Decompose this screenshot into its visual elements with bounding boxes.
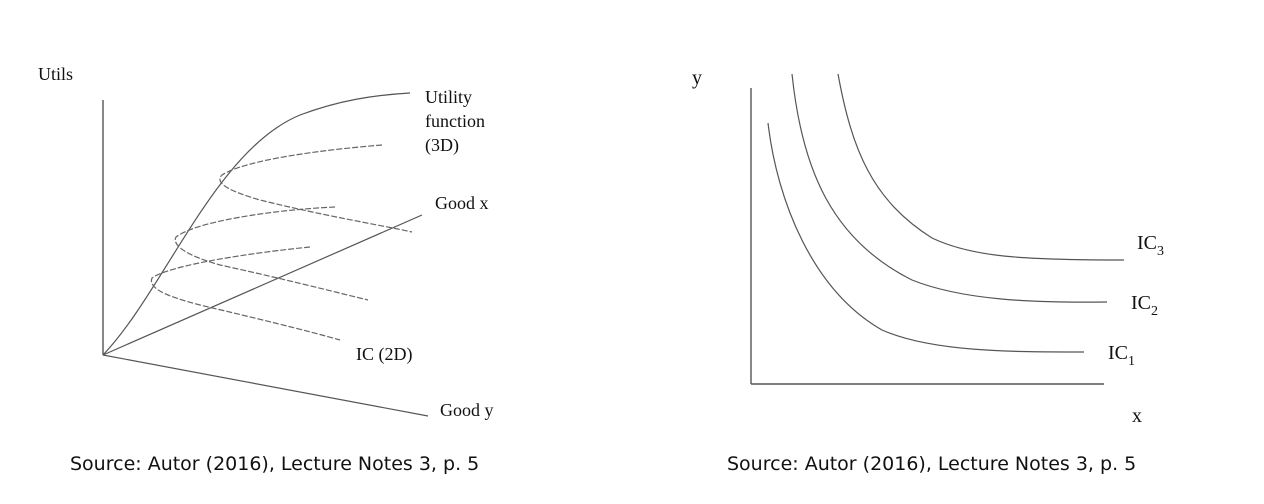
ic2-curve (791, 73, 1108, 303)
indifference-curves-svg: y x IC3 IC2 IC1 (692, 67, 1164, 427)
utility-function-label-line2: function (425, 111, 485, 131)
utility-function-label-line3: (3D) (425, 135, 459, 156)
ic1-label: IC1 (1108, 342, 1135, 369)
utility-3d-svg: Utils Utility function (3D) Good x IC (2… (38, 64, 494, 420)
y-axis-label: y (692, 67, 702, 89)
ic-slice-bottom (150, 246, 341, 341)
utility-function-label-line1: Utility (425, 87, 472, 107)
ic3-curve (837, 73, 1125, 261)
good-y-label: Good y (440, 400, 494, 420)
utility-function-curve (102, 92, 411, 356)
ic-slice-top (219, 144, 413, 233)
ic-slice-middle (174, 206, 369, 301)
x-axis-label: x (1132, 405, 1142, 427)
ic1-curve (767, 122, 1085, 353)
good-x-axis (102, 214, 423, 356)
right-source-caption: Source: Autor (2016), Lecture Notes 3, p… (727, 453, 1137, 475)
ic-2d-label: IC (2D) (356, 344, 413, 365)
ic2-label: IC2 (1131, 292, 1158, 319)
utils-axis-label: Utils (38, 64, 73, 84)
indifference-curves-diagram: y x IC3 IC2 IC1 Source: Autor (2016), Le… (632, 0, 1264, 504)
good-y-axis (102, 354, 429, 417)
ic3-label: IC3 (1137, 232, 1164, 259)
utility-3d-diagram: Utils Utility function (3D) Good x IC (2… (38, 64, 494, 475)
left-source-caption: Source: Autor (2016), Lecture Notes 3, p… (70, 453, 480, 475)
good-x-label: Good x (435, 193, 489, 213)
